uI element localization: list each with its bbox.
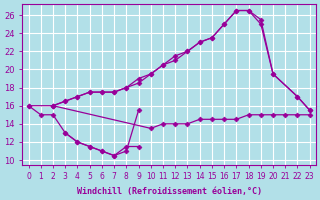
X-axis label: Windchill (Refroidissement éolien,°C): Windchill (Refroidissement éolien,°C) — [76, 187, 262, 196]
